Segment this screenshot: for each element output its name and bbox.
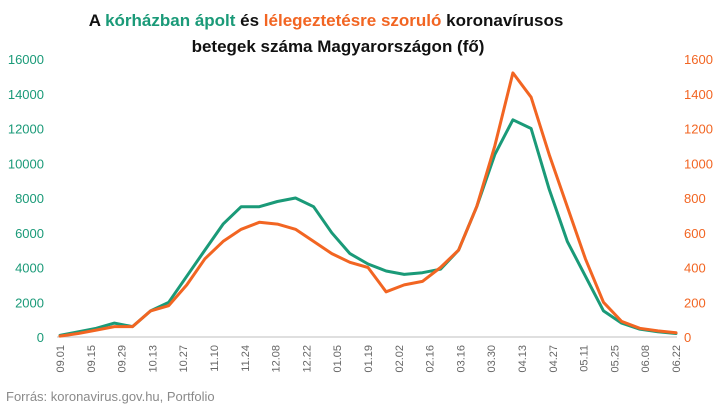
right-tick-label: 1600 [684,52,713,67]
series-layer [58,71,678,338]
left-tick-label: 6000 [15,226,44,241]
left-axis-ticks: 0 2000 4000 6000 8000 10000 12000 14000 16000 [8,52,44,345]
right-tick-label: 400 [684,261,706,276]
x-tick-label: 12.22 [301,345,313,373]
x-tick-label: 04.13 [517,345,529,373]
left-tick-label: 10000 [8,156,44,171]
right-tick-label: 600 [684,226,706,241]
x-tick-label: 06.22 [671,345,683,373]
x-axis-ticks: 09.01 09.15 09.29 10.13 10.27 11.10 11.24 12.08… [55,345,683,373]
right-axis-ticks: 0 200 400 600 800 1000 1200 1400 1600 [684,52,713,345]
x-tick-label: 03.16 [455,345,467,373]
title-part: A [89,11,105,30]
right-tick-label: 800 [684,191,706,206]
x-tick-label: 04.27 [548,345,560,373]
left-tick-label: 4000 [15,261,44,276]
left-tick-label: 12000 [8,122,44,137]
right-tick-label: 1400 [684,87,713,102]
title-part: lélegeztetésre szoruló [264,11,442,30]
left-tick-label: 14000 [8,87,44,102]
x-tick-label: 03.30 [486,345,498,373]
x-tick-label: 10.27 [178,345,190,373]
left-tick-label: 0 [37,330,44,345]
x-tick-label: 05.11 [579,345,591,372]
series-line-2 [58,71,678,338]
x-tick-label: 02.16 [425,345,437,373]
x-tick-label: 02.02 [394,345,406,373]
x-tick-label: 09.15 [86,345,98,373]
chart-title-line2: betegek száma Magyarországon (fő) [192,37,485,56]
right-tick-label: 200 [684,295,706,310]
left-tick-label: 16000 [8,52,44,67]
x-tick-label: 01.05 [332,345,344,373]
series-line-1 [58,118,678,337]
title-part: koronavírusos [441,11,563,30]
right-tick-label: 1200 [684,122,713,137]
x-tick-label: 05.25 [609,345,621,373]
left-tick-label: 2000 [15,295,44,310]
x-tick-label: 09.01 [55,345,67,373]
x-tick-label: 11.10 [209,345,221,372]
title-part: és [235,11,263,30]
x-tick-label: 12.08 [271,345,283,373]
left-tick-label: 8000 [15,191,44,206]
source-note: Forrás: koronavirus.gov.hu, Portfolio [6,389,215,404]
x-tick-label: 10.13 [147,345,159,373]
right-tick-label: 1000 [684,156,713,171]
x-tick-label: 09.29 [117,345,129,373]
right-tick-label: 0 [684,330,691,345]
title-part: kórházban ápolt [105,11,236,30]
x-tick-label: 11.24 [240,345,252,372]
chart-title: A kórházban ápolt és lélegeztetésre szor… [89,11,564,30]
x-tick-label: 01.19 [363,345,375,373]
x-tick-label: 06.08 [640,345,652,373]
